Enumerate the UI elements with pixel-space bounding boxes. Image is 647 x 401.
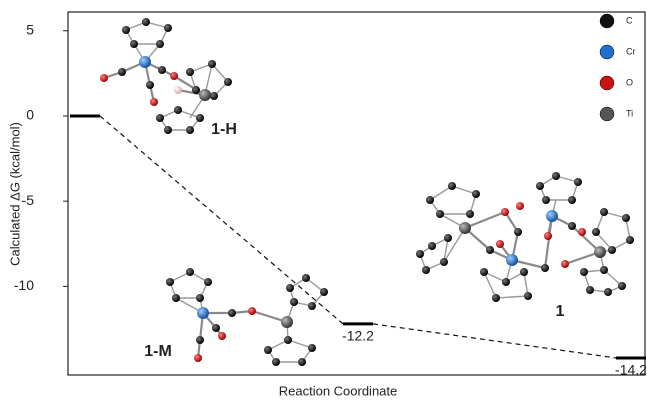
y-tick-label: -5	[22, 192, 35, 208]
x-axis-label: Reaction Coordinate	[279, 383, 398, 398]
legend-label: Ti	[626, 108, 633, 118]
molecule-1-m	[166, 268, 328, 366]
molecule-1	[416, 172, 634, 302]
molecule-1-h	[100, 18, 232, 134]
legend-label: O	[626, 77, 633, 87]
connector	[373, 324, 616, 358]
value-label: -14.2	[615, 362, 647, 378]
chart: Reaction Coordinate Calculated ΔG (kcal/…	[0, 0, 647, 401]
legend-swatch	[600, 14, 614, 28]
legend-swatch	[600, 76, 614, 90]
y-tick-label: 0	[26, 107, 34, 123]
legend-label: Cr	[626, 46, 636, 56]
structure-label: 1-H	[211, 121, 237, 138]
legend-label: C	[626, 15, 633, 25]
value-label: -12.2	[342, 328, 374, 344]
structure-label: 1-M	[144, 343, 172, 360]
legend-swatch	[600, 107, 614, 121]
structure-label: 1	[556, 303, 565, 320]
connector	[100, 116, 343, 324]
y-tick-label: 5	[26, 21, 34, 37]
legend-swatch	[600, 45, 614, 59]
y-tick-label: -10	[14, 277, 34, 293]
y-axis-label: Calculated ΔG (kcal/mol)	[7, 122, 22, 266]
